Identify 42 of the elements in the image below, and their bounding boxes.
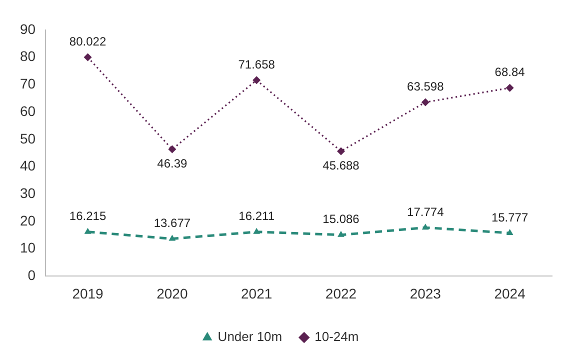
data-label: 15.086 (322, 212, 360, 226)
point (168, 145, 176, 154)
point (506, 229, 514, 236)
point (338, 230, 344, 237)
legend-label: 10-24m (314, 329, 359, 344)
data-label: 16.215 (69, 209, 106, 224)
data-label: 17.774 (407, 204, 444, 219)
point (422, 224, 429, 230)
data-label: 71.658 (238, 57, 276, 72)
y-tick-label: 90 (20, 20, 36, 37)
y-tick-label: 0 (28, 267, 36, 284)
y-tick-label: 60 (20, 102, 36, 119)
data-label: 13.677 (154, 216, 191, 230)
y-tick-label: 80 (20, 48, 36, 64)
data-label: 63.598 (407, 80, 444, 94)
point (252, 76, 261, 84)
point (506, 84, 514, 92)
data-label: 68.84 (494, 65, 526, 80)
data-label: 45.688 (322, 158, 360, 173)
point (253, 228, 260, 234)
data-label: 16.211 (238, 209, 275, 224)
x-tick-label: 2024 (494, 285, 526, 302)
data-label: 15.777 (491, 210, 528, 224)
x-tick-label: 2023 (410, 285, 442, 302)
y-tick-label: 30 (20, 184, 36, 201)
x-tick-label: 2020 (156, 285, 188, 302)
point (84, 53, 92, 62)
y-tick-label: 10 (20, 240, 36, 256)
point (84, 228, 92, 234)
data-label: 80.022 (69, 34, 106, 49)
y-tick-label: 50 (20, 130, 36, 146)
x-tick-label: 2019 (72, 285, 104, 302)
point (168, 234, 176, 241)
point (336, 147, 345, 156)
y-tick-label: 70 (20, 76, 36, 92)
y-tick-label: 20 (20, 212, 36, 228)
y-tick-label: 40 (20, 158, 36, 174)
data-label: 46.39 (157, 156, 188, 171)
x-tick-label: 2021 (241, 285, 272, 302)
point (421, 98, 430, 106)
x-tick-label: 2022 (325, 285, 357, 302)
legend-label: Under 10m (218, 329, 282, 344)
